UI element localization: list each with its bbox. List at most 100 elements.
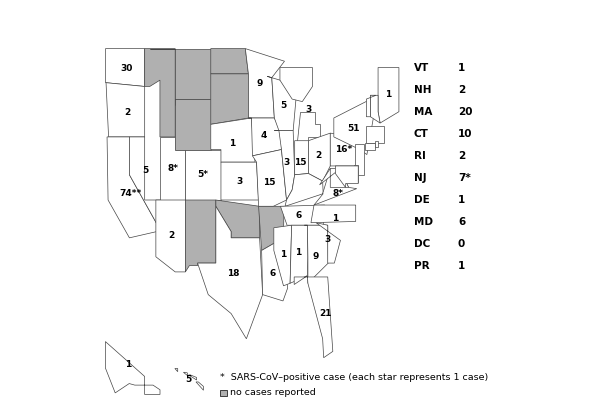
- Polygon shape: [150, 49, 211, 105]
- Polygon shape: [290, 225, 308, 283]
- Polygon shape: [245, 49, 284, 118]
- Polygon shape: [184, 372, 187, 376]
- Text: 1: 1: [458, 63, 465, 73]
- Polygon shape: [330, 133, 360, 166]
- Polygon shape: [175, 99, 211, 150]
- Polygon shape: [320, 168, 349, 187]
- Polygon shape: [294, 276, 333, 358]
- Polygon shape: [378, 68, 399, 123]
- Text: 3: 3: [325, 235, 331, 244]
- Polygon shape: [145, 49, 175, 137]
- Text: DC: DC: [414, 239, 430, 249]
- Text: PR: PR: [414, 261, 430, 271]
- Text: 1: 1: [458, 195, 465, 205]
- Polygon shape: [274, 225, 292, 286]
- Polygon shape: [370, 95, 380, 123]
- Polygon shape: [374, 141, 378, 147]
- Text: MD: MD: [414, 217, 433, 227]
- Polygon shape: [334, 99, 376, 154]
- Polygon shape: [197, 206, 263, 339]
- Polygon shape: [107, 137, 157, 238]
- Polygon shape: [354, 165, 358, 182]
- Polygon shape: [106, 83, 145, 137]
- Text: 18: 18: [227, 269, 240, 278]
- Text: 2: 2: [124, 108, 130, 118]
- Polygon shape: [160, 137, 185, 200]
- Text: no cases reported: no cases reported: [230, 388, 316, 397]
- Text: 5: 5: [185, 376, 191, 384]
- Polygon shape: [308, 133, 330, 181]
- Text: VT: VT: [414, 63, 429, 73]
- Polygon shape: [314, 168, 357, 205]
- Text: 3: 3: [283, 158, 289, 167]
- Text: 15: 15: [295, 158, 307, 167]
- Text: 4: 4: [261, 131, 268, 140]
- Text: 8*: 8*: [332, 189, 343, 198]
- Text: 51: 51: [347, 124, 359, 132]
- Polygon shape: [295, 141, 308, 175]
- Polygon shape: [285, 174, 323, 206]
- Text: 3: 3: [306, 105, 312, 114]
- Text: 20: 20: [458, 107, 473, 117]
- Polygon shape: [216, 200, 260, 238]
- Text: 2: 2: [458, 151, 465, 161]
- Polygon shape: [311, 205, 356, 223]
- Text: 1: 1: [295, 248, 301, 258]
- Polygon shape: [253, 150, 287, 206]
- Text: 6: 6: [296, 211, 302, 220]
- Polygon shape: [274, 131, 295, 200]
- Polygon shape: [156, 200, 185, 272]
- Polygon shape: [196, 382, 203, 390]
- Text: MA: MA: [414, 107, 433, 117]
- Polygon shape: [316, 223, 340, 263]
- Polygon shape: [355, 144, 364, 175]
- Polygon shape: [211, 49, 248, 74]
- Text: *  SARS-CoV–positive case (each star represents 1 case): * SARS-CoV–positive case (each star repr…: [220, 374, 488, 382]
- Polygon shape: [280, 68, 313, 102]
- Text: 1: 1: [458, 261, 465, 271]
- Text: 21: 21: [319, 309, 331, 318]
- Text: 8*: 8*: [167, 164, 178, 173]
- Text: 5: 5: [143, 166, 149, 176]
- Text: 1: 1: [332, 214, 338, 224]
- Text: CT: CT: [414, 129, 429, 139]
- Text: 1: 1: [280, 250, 287, 259]
- Text: 6: 6: [269, 269, 276, 278]
- FancyBboxPatch shape: [220, 390, 227, 396]
- Text: 2: 2: [316, 151, 322, 160]
- Text: 6: 6: [458, 217, 465, 227]
- Text: 9: 9: [257, 80, 263, 88]
- Polygon shape: [367, 95, 376, 117]
- Polygon shape: [175, 368, 178, 372]
- Polygon shape: [221, 162, 259, 200]
- Polygon shape: [280, 205, 325, 225]
- Text: NJ: NJ: [414, 173, 427, 183]
- Polygon shape: [211, 74, 248, 124]
- Polygon shape: [262, 238, 287, 301]
- Polygon shape: [365, 143, 374, 150]
- Text: 3: 3: [236, 176, 242, 186]
- Text: 5: 5: [280, 101, 286, 110]
- Polygon shape: [304, 225, 328, 283]
- Polygon shape: [185, 150, 221, 200]
- Text: 1: 1: [125, 360, 131, 369]
- Polygon shape: [185, 200, 216, 272]
- Polygon shape: [366, 126, 383, 143]
- Text: NH: NH: [414, 85, 431, 95]
- Polygon shape: [267, 76, 297, 131]
- Text: 1: 1: [385, 90, 391, 98]
- Text: 0: 0: [458, 239, 465, 249]
- Text: 1: 1: [229, 139, 235, 148]
- Text: 10: 10: [458, 129, 473, 139]
- Polygon shape: [259, 206, 284, 250]
- Polygon shape: [211, 118, 255, 162]
- Text: DE: DE: [414, 195, 430, 205]
- Polygon shape: [106, 342, 160, 394]
- Text: 2: 2: [169, 231, 175, 240]
- Polygon shape: [188, 375, 197, 380]
- Polygon shape: [335, 166, 358, 187]
- Polygon shape: [106, 49, 145, 86]
- Text: 5*: 5*: [197, 170, 209, 179]
- Text: 7*: 7*: [458, 173, 471, 183]
- Polygon shape: [297, 112, 320, 141]
